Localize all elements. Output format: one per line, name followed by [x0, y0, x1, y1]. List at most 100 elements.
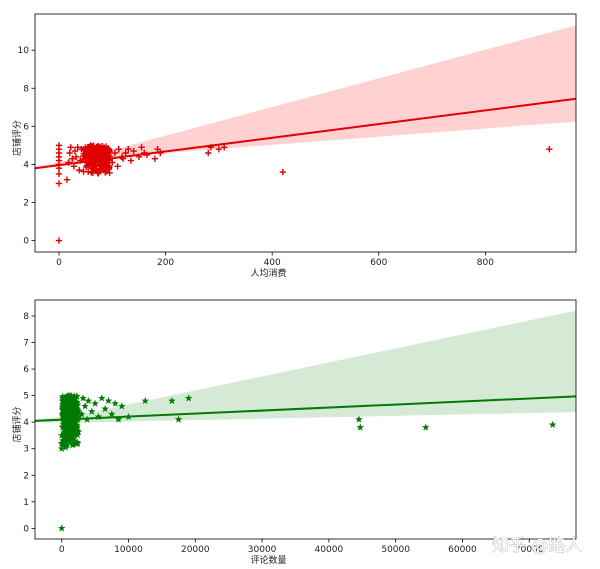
data-point — [117, 402, 126, 410]
x-tick-label: 20000 — [181, 545, 210, 555]
y-ticks: 0 2 4 6 8 10 — [18, 46, 35, 247]
data-point — [63, 176, 71, 183]
data-point — [546, 145, 553, 153]
x-tick-label: 40000 — [315, 545, 344, 555]
data-point — [55, 170, 63, 178]
data-point — [93, 166, 100, 174]
data-point — [64, 427, 72, 435]
data-point — [83, 162, 91, 169]
y-tick-label: 0 — [23, 237, 29, 247]
data-point — [184, 394, 193, 402]
data-point — [279, 168, 287, 176]
data-point — [76, 166, 83, 174]
x-tick-label: 800 — [477, 258, 494, 268]
x-ticks: 0 10000 20000 30000 40000 50000 60000 70000 — [59, 539, 544, 555]
y-tick-label: 6 — [23, 365, 29, 375]
y-tick-label: 2 — [23, 198, 29, 208]
data-point — [72, 153, 80, 160]
y-tick-label: 8 — [23, 312, 29, 322]
chart-price-vs-rating: 0 200 400 600 800 0 2 4 6 8 10 人均消费 店铺评分 — [11, 13, 577, 279]
y-axis-label: 店铺评分 — [11, 120, 23, 156]
x-axis-label: 评论数量 — [250, 554, 286, 566]
data-point — [72, 404, 81, 412]
data-point — [141, 396, 150, 405]
data-point — [55, 180, 63, 187]
data-point — [79, 153, 87, 160]
data-point — [130, 147, 137, 155]
data-point — [84, 168, 92, 175]
confidence-band — [35, 25, 576, 170]
data-point — [111, 399, 119, 407]
data-point — [57, 431, 66, 439]
y-tick-label: 6 — [23, 122, 29, 132]
plot-area — [35, 310, 576, 532]
data-point — [91, 150, 98, 158]
data-point — [68, 420, 76, 428]
data-point — [215, 145, 223, 153]
x-tick-label: 10000 — [114, 545, 143, 555]
data-point — [114, 415, 123, 423]
y-tick-label: 4 — [23, 160, 29, 170]
data-point — [174, 415, 183, 423]
data-point — [74, 144, 81, 151]
data-point — [84, 396, 93, 405]
data-point — [61, 404, 70, 412]
data-point — [103, 147, 110, 154]
x-tick-label: 400 — [264, 258, 281, 268]
data-point — [98, 143, 106, 150]
y-axis-label: 店铺评分 — [11, 406, 23, 442]
data-point — [125, 145, 132, 153]
data-point — [97, 394, 106, 402]
data-point — [90, 145, 98, 152]
data-point — [168, 396, 176, 405]
data-point — [154, 145, 161, 153]
x-tick-label: 50000 — [381, 545, 410, 555]
y-tick-label: 7 — [23, 338, 29, 348]
data-point — [89, 169, 97, 177]
y-ticks: 0 1 2 3 4 5 6 7 8 — [23, 312, 35, 534]
plot-area — [35, 25, 576, 244]
data-point — [91, 399, 99, 407]
data-point — [421, 423, 430, 431]
data-point — [81, 402, 89, 410]
data-point — [79, 394, 87, 402]
data-point — [69, 155, 76, 162]
data-point — [87, 407, 96, 415]
cluster-points — [58, 391, 83, 451]
x-axis-label: 人均消费 — [250, 267, 286, 279]
y-tick-label: 3 — [23, 445, 29, 455]
y-tick-label: 1 — [23, 498, 29, 508]
data-point — [138, 144, 145, 151]
axes-frame — [34, 299, 577, 540]
data-point — [71, 438, 80, 447]
data-point — [205, 149, 212, 157]
data-point — [115, 145, 122, 153]
y-tick-label: 10 — [18, 46, 30, 56]
confidence-band — [35, 310, 576, 423]
data-point — [109, 159, 116, 166]
data-point — [66, 431, 74, 440]
data-point — [87, 153, 94, 161]
data-point — [55, 142, 63, 149]
data-point — [71, 397, 80, 405]
data-point — [107, 410, 116, 418]
y-tick-label: 4 — [23, 418, 29, 428]
x-tick-label: 0 — [59, 545, 65, 555]
data-point — [57, 524, 66, 532]
y-tick-label: 0 — [23, 524, 29, 534]
data-point — [77, 410, 86, 418]
data-point — [114, 163, 121, 170]
x-tick-label: 600 — [370, 258, 387, 268]
regression-line — [35, 97, 576, 170]
data-point — [111, 149, 119, 157]
data-point — [101, 166, 108, 174]
y-tick-label: 5 — [23, 392, 29, 402]
data-point — [66, 149, 73, 157]
data-point — [548, 420, 557, 429]
data-point — [89, 160, 96, 168]
watermark-text: 知乎 @路人 — [492, 536, 582, 556]
axes-frame — [34, 13, 577, 253]
data-point — [94, 167, 101, 175]
x-tick-label: 200 — [157, 258, 174, 268]
